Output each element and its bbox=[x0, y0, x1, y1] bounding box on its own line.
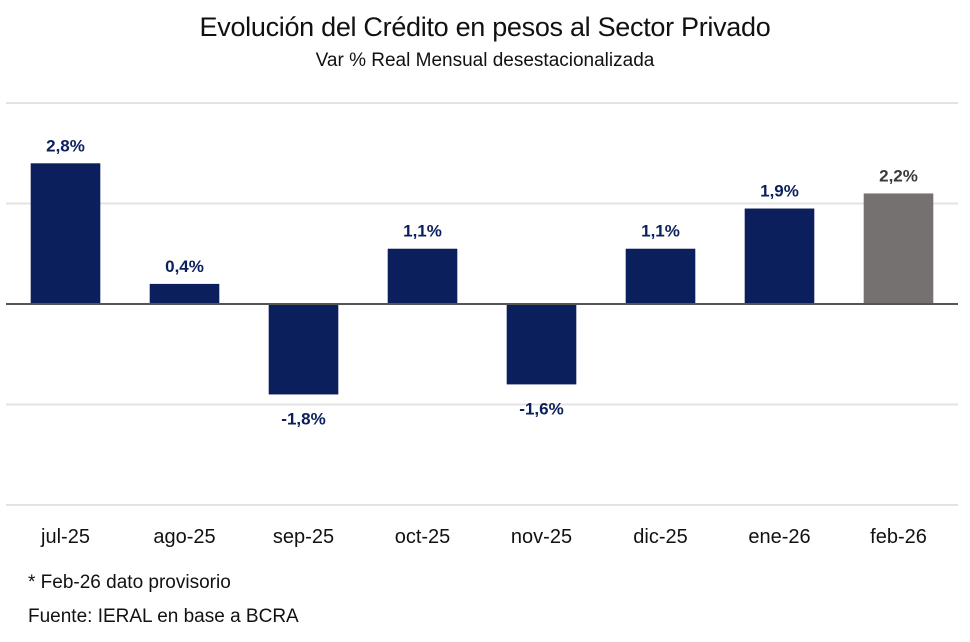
x-tick-label: dic-25 bbox=[633, 526, 687, 548]
provisional-footnote: * Feb-26 dato provisorio bbox=[28, 572, 231, 593]
bar-sep-25 bbox=[268, 304, 339, 395]
data-label: 2,2% bbox=[879, 166, 918, 185]
x-tick-label: ago-25 bbox=[153, 526, 215, 548]
x-tick-label: ene-26 bbox=[748, 526, 810, 548]
x-tick-label: jul-25 bbox=[40, 526, 90, 548]
bar-feb-26 bbox=[863, 193, 934, 304]
bars bbox=[30, 163, 934, 395]
data-labels: 2,8% 0,4% -1,8% 1,1% -1,6% 1,1% 1,9% 2,2% bbox=[46, 136, 918, 428]
source-footnote: Fuente: IERAL en base a BCRA bbox=[28, 606, 299, 627]
bar-nov-25 bbox=[506, 304, 577, 385]
data-label: 1,1% bbox=[641, 222, 680, 241]
x-tick-label: sep-25 bbox=[273, 526, 334, 548]
chart-subtitle: Var % Real Mensual desestacionalizada bbox=[315, 50, 655, 71]
gridlines bbox=[6, 102, 958, 506]
x-tick-label: nov-25 bbox=[511, 526, 572, 548]
data-label: 1,9% bbox=[760, 182, 799, 201]
data-label: 1,1% bbox=[403, 222, 442, 241]
data-label: -1,8% bbox=[281, 409, 325, 428]
bar-oct-25 bbox=[387, 248, 458, 304]
bar-jul-25 bbox=[30, 163, 101, 304]
x-axis-tick-labels: jul-25 ago-25 sep-25 oct-25 nov-25 dic-25 ene-… bbox=[40, 526, 927, 548]
bar-dic-25 bbox=[625, 248, 696, 304]
bar-ago-25 bbox=[149, 283, 220, 304]
data-label: 0,4% bbox=[165, 257, 204, 276]
data-label: 2,8% bbox=[46, 136, 85, 155]
bar-ene-26 bbox=[744, 208, 815, 304]
data-label: -1,6% bbox=[519, 399, 563, 418]
x-tick-label: oct-25 bbox=[395, 526, 451, 548]
chart-title: Evolución del Crédito en pesos al Sector… bbox=[199, 12, 771, 42]
x-tick-label: feb-26 bbox=[870, 526, 927, 548]
